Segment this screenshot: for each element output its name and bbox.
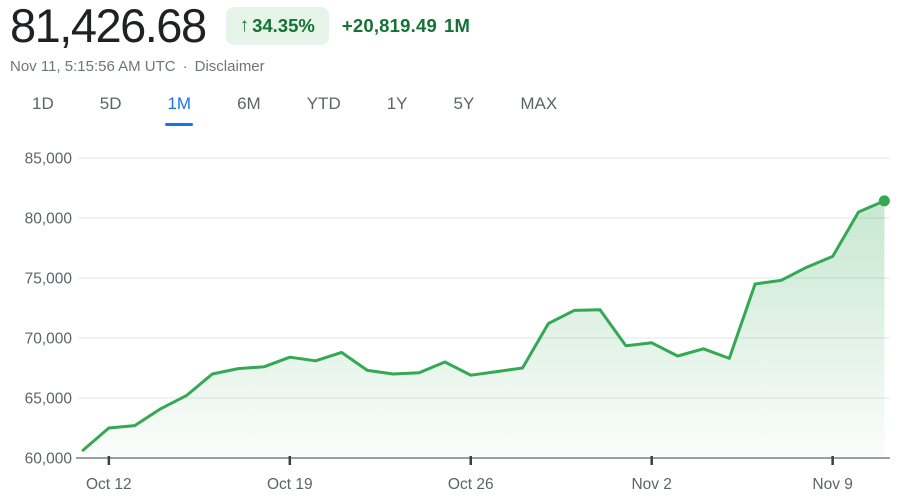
range-tabs: 1D 5D 1M 6M YTD 1Y 5Y MAX (32, 94, 557, 126)
change-value: +20,819.49 (341, 14, 437, 36)
dot-separator: · (182, 58, 188, 75)
change-period: 1M (443, 14, 471, 36)
x-axis-label: Oct 19 (267, 476, 313, 493)
timestamp-row: Nov 11, 5:15:56 AM UTC · Disclaimer (10, 58, 265, 75)
tab-ytd[interactable]: YTD (307, 94, 341, 126)
up-arrow-icon: ↑ (239, 14, 250, 36)
tab-1d[interactable]: 1D (32, 94, 54, 126)
end-point-dot (878, 195, 890, 207)
y-axis-label: 65,000 (25, 391, 73, 408)
y-axis-label: 85,000 (25, 151, 73, 168)
change-absolute: +20,819.49 1M (342, 15, 470, 37)
price-row: 81,426.68 ↑ 34.35% +20,819.49 1M (10, 2, 470, 49)
tab-6m[interactable]: 6M (237, 94, 261, 126)
y-axis-label: 70,000 (25, 331, 73, 348)
chart-line (81, 199, 886, 452)
tab-5d[interactable]: 5D (100, 94, 122, 126)
x-axis-label: Nov 9 (812, 476, 853, 493)
chart-area (83, 200, 885, 458)
x-axis-label: Oct 12 (86, 476, 132, 493)
current-price: 81,426.68 (10, 0, 207, 52)
tab-max[interactable]: MAX (520, 94, 557, 126)
x-axis-label: Oct 26 (448, 476, 494, 493)
change-percent: 34.35% (252, 14, 315, 36)
y-axis-label: 75,000 (25, 271, 73, 288)
disclaimer-link[interactable]: Disclaimer (194, 58, 265, 75)
timestamp: Nov 11, 5:15:56 AM UTC (10, 58, 176, 75)
y-axis-label: 60,000 (25, 451, 73, 468)
tab-5y[interactable]: 5Y (454, 94, 475, 126)
y-axis-label: 80,000 (25, 211, 73, 228)
change-percent-badge: ↑ 34.35% (225, 6, 329, 45)
x-axis-label: Nov 2 (631, 476, 672, 493)
tab-1y[interactable]: 1Y (387, 94, 408, 126)
tab-1m[interactable]: 1M (167, 94, 191, 126)
